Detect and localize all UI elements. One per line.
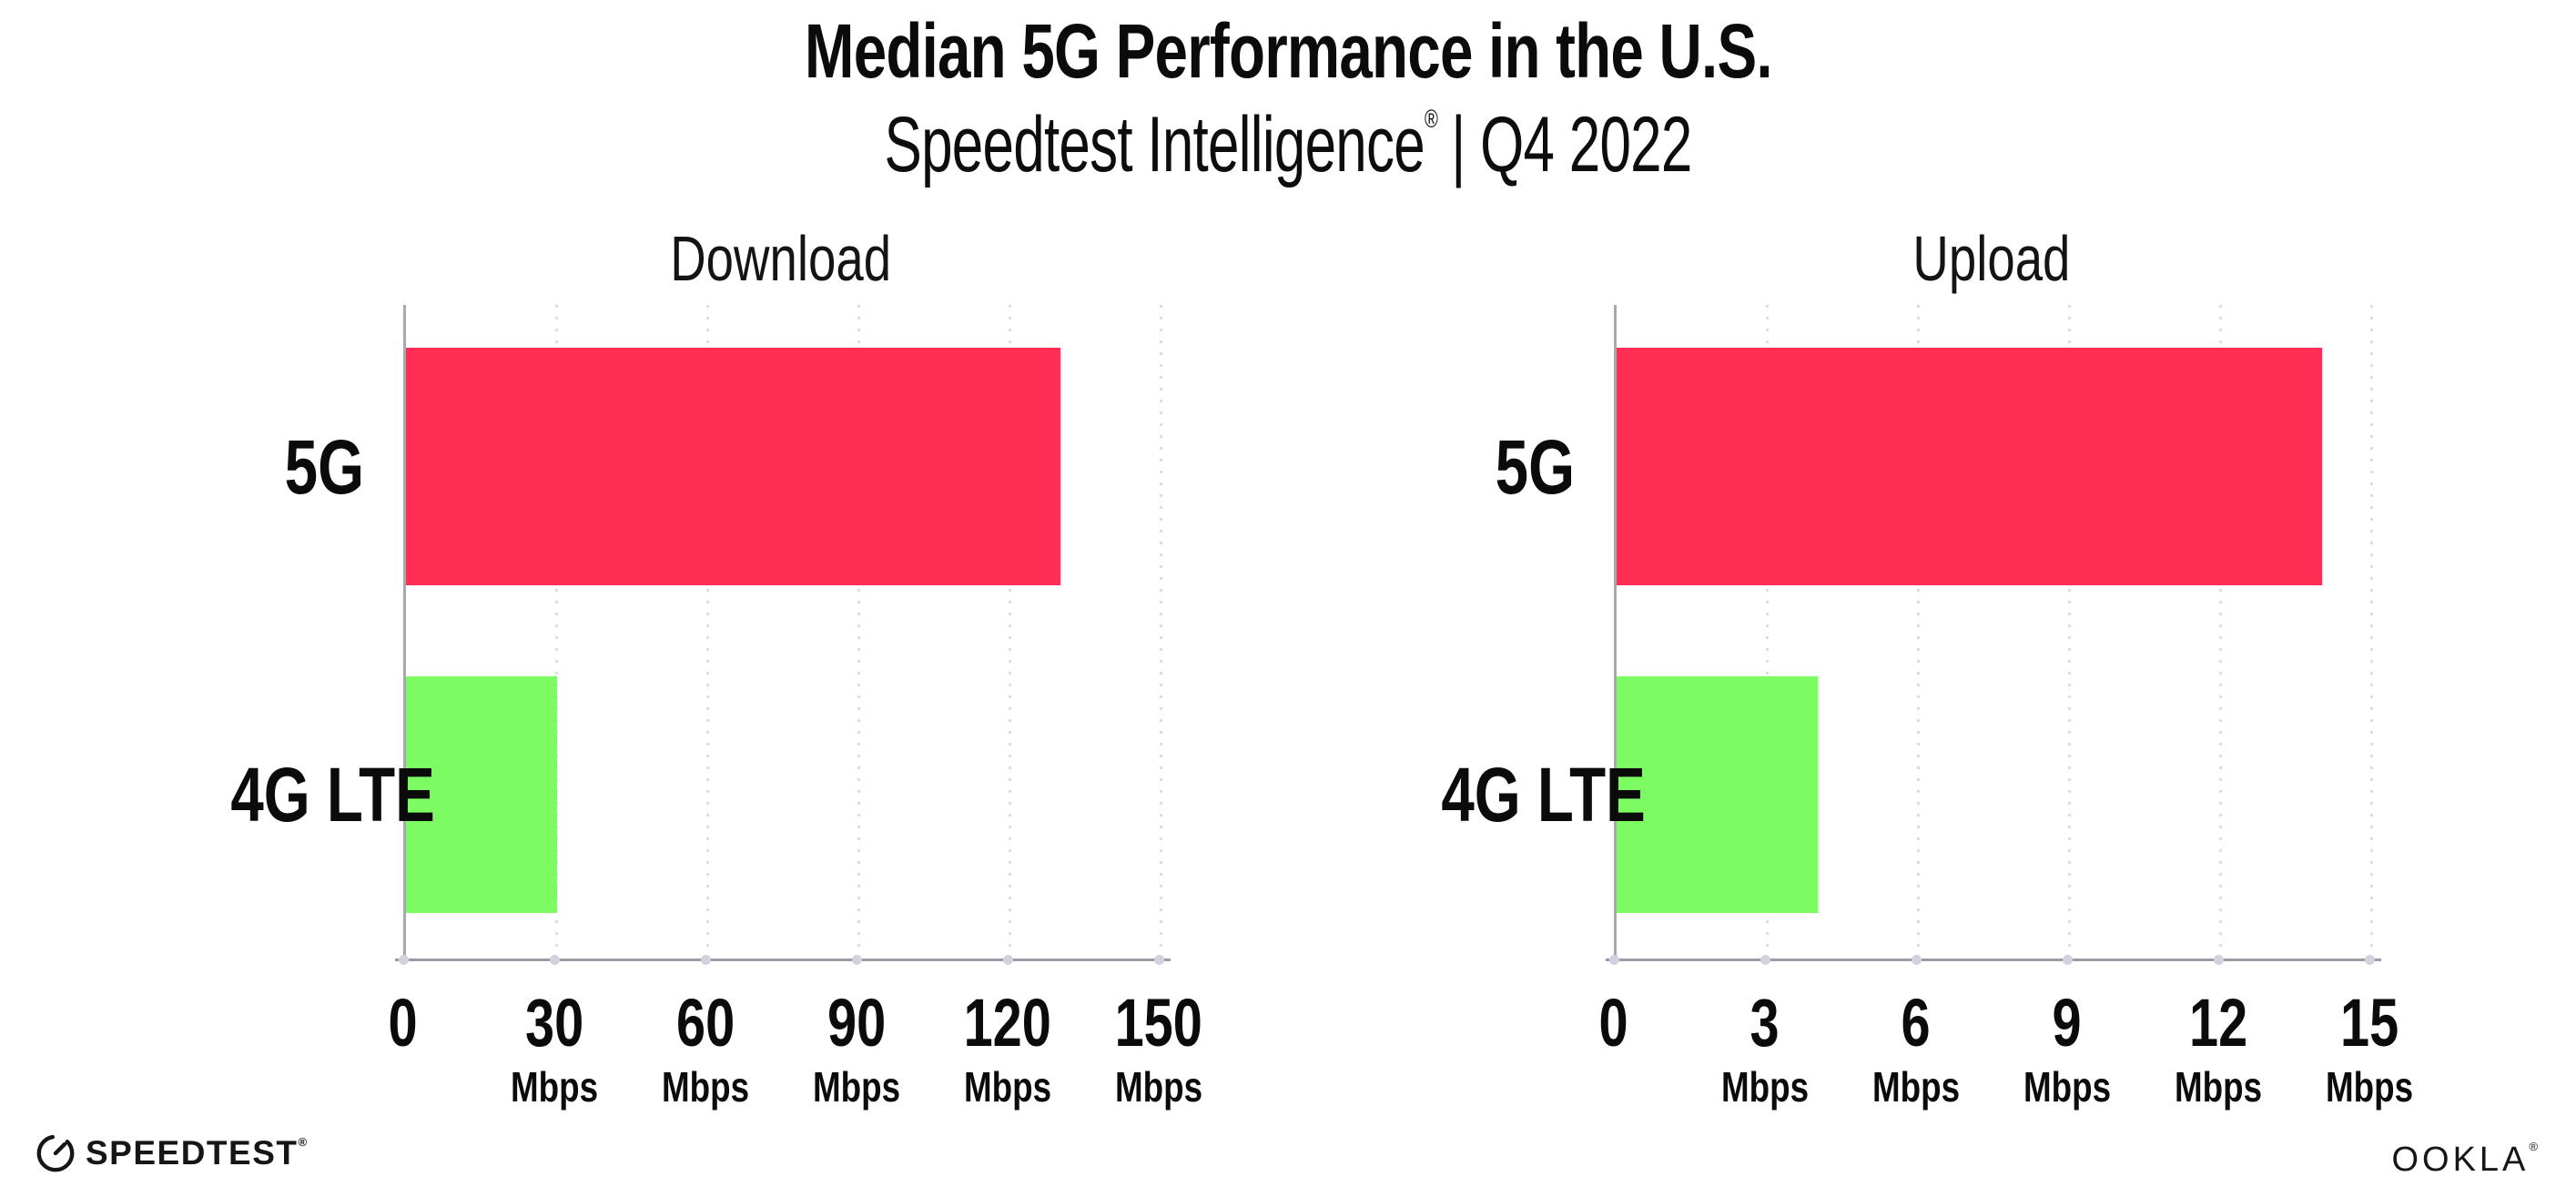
axis-tick-dot xyxy=(701,955,711,965)
axis-tick-dot xyxy=(2214,955,2224,965)
tick-unit: Mbps xyxy=(661,1063,750,1111)
gridline xyxy=(2219,305,2222,959)
registered-mark: ® xyxy=(2529,1140,2538,1153)
bar-4g-lte xyxy=(1617,675,1819,914)
header: Median 5G Performance in the U.S. Speedt… xyxy=(0,0,2576,184)
tick-value: 90 xyxy=(827,985,887,1060)
plot-area xyxy=(403,305,1162,959)
gridline xyxy=(1917,305,1920,959)
x-axis-line xyxy=(1606,955,2381,965)
tick-value: 6 xyxy=(1901,985,1932,1060)
x-tick-6: 6 Mbps xyxy=(1843,985,1989,1111)
gridline xyxy=(1160,305,1162,959)
ookla-logo: OOKLA® xyxy=(2391,1140,2538,1180)
gridline xyxy=(555,305,558,959)
category-label-5g: 5G xyxy=(1495,423,1575,510)
axis-tick-dot xyxy=(1003,955,1013,965)
tick-unit: Mbps xyxy=(963,1063,1052,1111)
tick-value: 60 xyxy=(675,985,735,1060)
chart-title-upload: Upload xyxy=(1912,223,2071,294)
axis-tick-dot xyxy=(399,955,409,965)
tick-unit: Mbps xyxy=(2325,1063,2414,1111)
registered-mark: ® xyxy=(1424,105,1438,134)
axis-tick-dot xyxy=(1609,955,1619,965)
axis-tick-dot xyxy=(1912,955,1922,965)
tick-unit: Mbps xyxy=(2174,1063,2263,1111)
download-chart: Download 5G 4G LTE 0 30 Mbps 60 Mbps 90 Mbps 120 Mb… xyxy=(173,218,1384,1165)
axis-tick-dot xyxy=(2365,955,2375,965)
plot-area xyxy=(1614,305,2373,959)
x-tick-60: 60 Mbps xyxy=(633,985,778,1111)
tick-value: 120 xyxy=(963,985,1052,1060)
gridline xyxy=(1009,305,1011,959)
gridline xyxy=(706,305,709,959)
category-label-5g: 5G xyxy=(284,423,364,510)
subtitle-brand: Speedtest Intelligence xyxy=(884,101,1425,189)
tick-unit: Mbps xyxy=(1720,1063,1810,1111)
speedtest-gauge-icon xyxy=(36,1134,75,1172)
category-label-4g-lte: 4G LTE xyxy=(1441,752,1646,838)
x-tick-120: 120 Mbps xyxy=(935,985,1080,1111)
ookla-wordmark: OOKLA xyxy=(2391,1141,2530,1179)
tick-value: 150 xyxy=(1114,985,1203,1060)
axis-tick-dot xyxy=(550,955,560,965)
x-tick-0: 0 xyxy=(330,989,476,1057)
x-axis-line xyxy=(395,955,1171,965)
tick-value: 15 xyxy=(2339,985,2399,1060)
speedtest-wordmark: SPEEDTEST® xyxy=(86,1134,309,1172)
x-tick-150: 150 Mbps xyxy=(1086,985,1232,1111)
gridline xyxy=(1766,305,1769,959)
bar-5g xyxy=(1617,348,2322,585)
bar-5g xyxy=(406,348,1061,585)
tick-value: 9 xyxy=(2052,985,2083,1060)
x-tick-0: 0 xyxy=(1541,989,1687,1057)
tick-unit: Mbps xyxy=(812,1063,901,1111)
bar-4g-lte xyxy=(406,675,557,914)
x-tick-90: 90 Mbps xyxy=(784,985,929,1111)
tick-unit: Mbps xyxy=(2023,1063,2112,1111)
upload-chart: Upload 5G 4G LTE 0 3 Mbps 6 Mbps 9 Mbps 12 Mbps 15 Mb… xyxy=(1384,218,2576,1165)
tick-value: 3 xyxy=(1749,985,1780,1060)
registered-mark: ® xyxy=(298,1135,309,1149)
axis-tick-dot xyxy=(2063,955,2073,965)
axis-tick-dot xyxy=(1154,955,1164,965)
subtitle-period: | Q4 2022 xyxy=(1451,101,1692,189)
tick-unit: Mbps xyxy=(510,1063,599,1111)
tick-value: 0 xyxy=(1598,985,1629,1060)
tick-value: 0 xyxy=(388,985,419,1060)
tick-value: 12 xyxy=(2188,985,2248,1060)
gridline xyxy=(2370,305,2373,959)
gridline xyxy=(2068,305,2071,959)
chart-title-download: Download xyxy=(670,223,892,294)
page-title: Median 5G Performance in the U.S. xyxy=(804,8,1773,94)
gridline xyxy=(857,305,860,959)
x-tick-15: 15 Mbps xyxy=(2297,985,2442,1111)
tick-value: 30 xyxy=(524,985,584,1060)
axis-tick-dot xyxy=(852,955,862,965)
axis-tick-dot xyxy=(1760,955,1770,965)
x-tick-12: 12 Mbps xyxy=(2145,985,2291,1111)
page-subtitle: Speedtest Intelligence® | Q4 2022 xyxy=(0,106,2576,184)
category-label-4g-lte: 4G LTE xyxy=(230,752,435,838)
x-tick-30: 30 Mbps xyxy=(482,985,627,1111)
speedtest-logo: SPEEDTEST® xyxy=(35,1132,309,1174)
x-tick-9: 9 Mbps xyxy=(1994,985,2140,1111)
x-tick-3: 3 Mbps xyxy=(1692,985,1838,1111)
tick-unit: Mbps xyxy=(1871,1063,1961,1111)
tick-unit: Mbps xyxy=(1114,1063,1203,1111)
